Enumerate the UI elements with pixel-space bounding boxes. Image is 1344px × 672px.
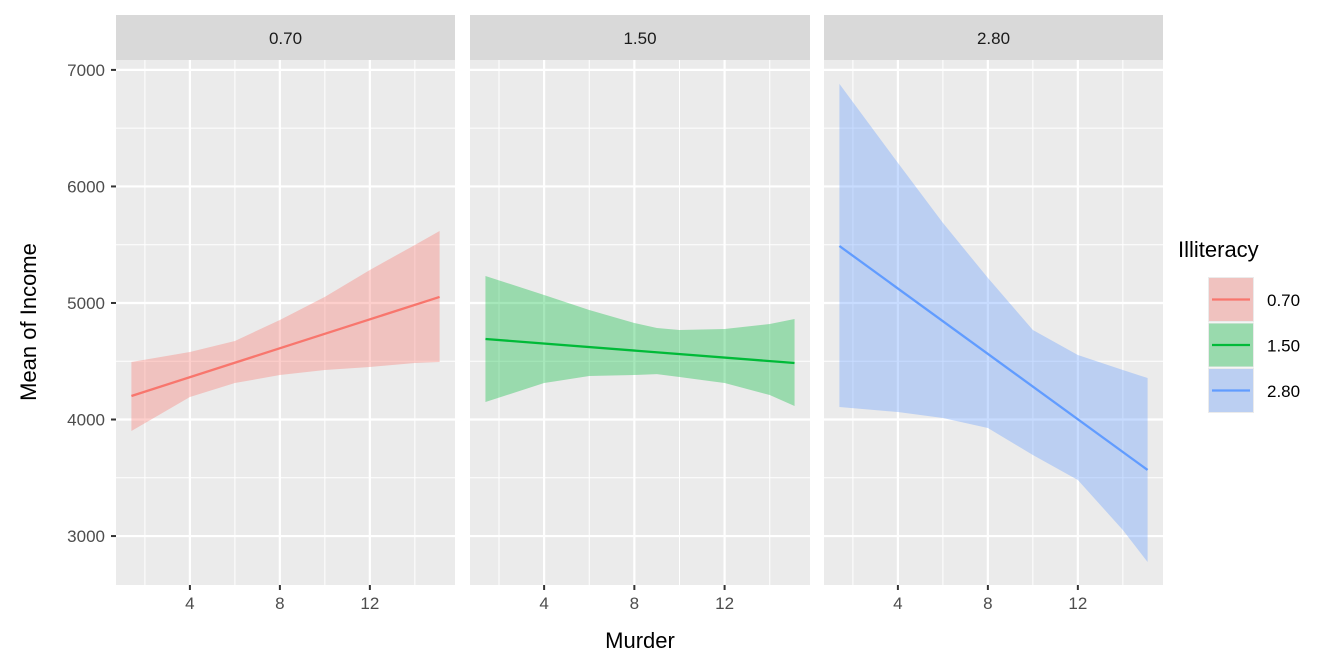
panel-0.70: 0.70 4 8 12 xyxy=(116,15,455,613)
y-tick-label: 5000 xyxy=(67,294,105,313)
y-axis: 3000 4000 5000 6000 7000 xyxy=(67,61,116,546)
fit-line-0.70 xyxy=(131,295,440,398)
panel-1.50: 1.50 4 8 12 xyxy=(470,15,810,613)
x-tick-label: 4 xyxy=(539,594,548,613)
legend-item-1.50: 1.50 xyxy=(1208,322,1300,368)
legend-label: 2.80 xyxy=(1267,382,1300,401)
facet-strip-label: 1.50 xyxy=(623,29,656,48)
facet-strip xyxy=(470,15,810,60)
legend-label: 0.70 xyxy=(1267,291,1300,310)
panel-background xyxy=(470,60,810,585)
legend: Illiteracy 0.70 1.50 2.80 xyxy=(1178,237,1300,413)
x-tick-label: 8 xyxy=(983,594,992,613)
facet-strip-label: 2.80 xyxy=(977,29,1010,48)
x-tick-label: 12 xyxy=(1068,594,1087,613)
facet-strip xyxy=(116,15,455,60)
y-tick-label: 6000 xyxy=(67,177,105,196)
y-axis-title: Mean of Income xyxy=(16,243,41,401)
legend-title: Illiteracy xyxy=(1178,237,1259,262)
fit-line-2.80 xyxy=(838,245,1149,471)
x-tick-label: 8 xyxy=(630,594,639,613)
panel-background xyxy=(824,60,1163,585)
confidence-ribbon-1.50 xyxy=(485,275,795,406)
legend-item-0.70: 0.70 xyxy=(1208,277,1300,322)
confidence-ribbon-0.70 xyxy=(131,230,440,432)
panel-2.80: 2.80 4 8 12 xyxy=(824,15,1163,613)
x-tick-label: 12 xyxy=(715,594,734,613)
x-tick-label: 12 xyxy=(360,594,379,613)
legend-label: 1.50 xyxy=(1267,337,1300,356)
confidence-ribbon-2.80 xyxy=(839,83,1148,563)
panel-background xyxy=(116,60,455,585)
facet-strip xyxy=(824,15,1163,60)
x-tick-label: 8 xyxy=(275,594,284,613)
x-axis-title: Murder xyxy=(605,628,675,653)
x-tick-label: 4 xyxy=(185,594,194,613)
x-tick-label: 4 xyxy=(893,594,902,613)
fit-line-1.50 xyxy=(485,337,795,365)
facet-strip-label: 0.70 xyxy=(269,29,302,48)
y-tick-label: 3000 xyxy=(67,527,105,546)
legend-item-2.80: 2.80 xyxy=(1208,368,1300,413)
y-tick-label: 7000 xyxy=(67,61,105,80)
y-tick-label: 4000 xyxy=(67,411,105,430)
